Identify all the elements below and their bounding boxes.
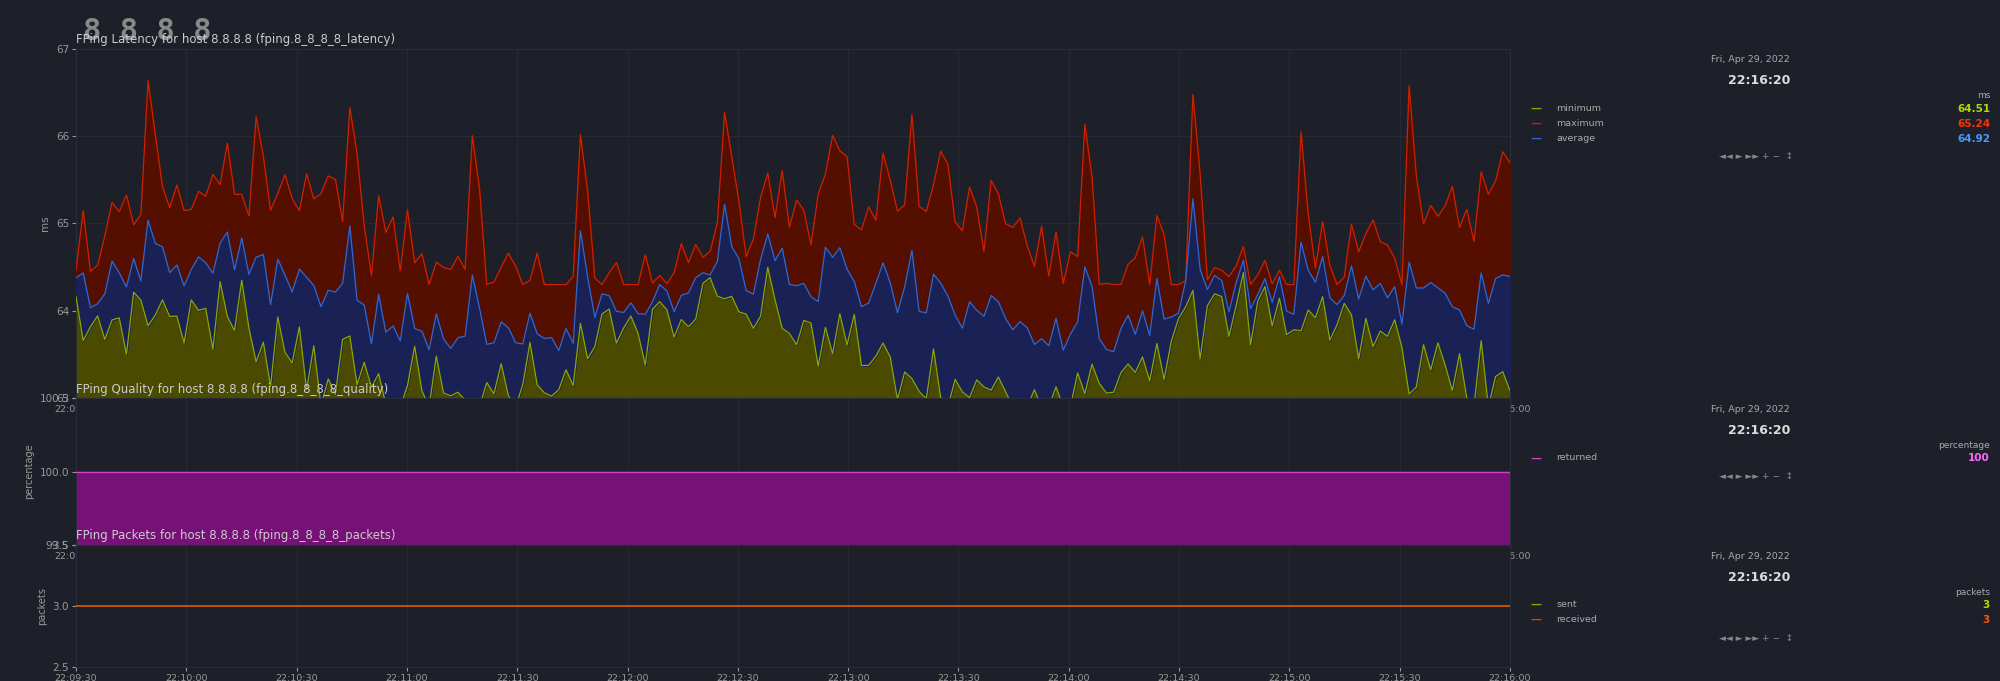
Text: returned: returned <box>1556 454 1598 462</box>
Y-axis label: packets: packets <box>36 587 46 625</box>
Text: maximum: maximum <box>1556 118 1604 128</box>
Text: minimum: minimum <box>1556 104 1600 113</box>
Text: 3: 3 <box>1982 600 1990 610</box>
Text: ◄◄ ► ►► + −  ↕: ◄◄ ► ►► + − ↕ <box>1718 152 1794 161</box>
Text: FPing Latency for host 8.8.8.8 (fping.8_8_8_8_latency): FPing Latency for host 8.8.8.8 (fping.8_… <box>76 33 396 46</box>
Text: —: — <box>1530 133 1542 144</box>
Text: sent: sent <box>1556 600 1576 609</box>
Text: FPing Quality for host 8.8.8.8 (fping.8_8_8_8_quality): FPing Quality for host 8.8.8.8 (fping.8_… <box>76 383 388 396</box>
Text: received: received <box>1556 615 1596 624</box>
Text: Fri, Apr 29, 2022: Fri, Apr 29, 2022 <box>1712 552 1790 561</box>
Text: 3: 3 <box>1982 615 1990 625</box>
Text: ◄◄ ► ►► + −  ↕: ◄◄ ► ►► + − ↕ <box>1718 633 1794 643</box>
Text: —: — <box>1530 454 1542 463</box>
Text: percentage: percentage <box>1938 441 1990 450</box>
Text: ms: ms <box>1976 91 1990 101</box>
Text: 22:16:20: 22:16:20 <box>1728 424 1790 437</box>
Text: ◄◄ ► ►► + −  ↕: ◄◄ ► ►► + − ↕ <box>1718 472 1794 481</box>
Text: 22:16:20: 22:16:20 <box>1728 74 1790 87</box>
Text: —: — <box>1530 104 1542 114</box>
Text: Fri, Apr 29, 2022: Fri, Apr 29, 2022 <box>1712 55 1790 65</box>
Text: packets: packets <box>1956 588 1990 597</box>
Text: FPing Packets for host 8.8.8.8 (fping.8_8_8_8_packets): FPing Packets for host 8.8.8.8 (fping.8_… <box>76 529 396 543</box>
Y-axis label: percentage: percentage <box>24 444 34 499</box>
Text: 100: 100 <box>1968 454 1990 463</box>
Text: —: — <box>1530 600 1542 610</box>
Text: —: — <box>1530 118 1542 129</box>
Text: Fri, Apr 29, 2022: Fri, Apr 29, 2022 <box>1712 405 1790 414</box>
Text: 64.92: 64.92 <box>1956 133 1990 144</box>
Text: —: — <box>1530 615 1542 625</box>
Text: average: average <box>1556 133 1596 143</box>
Text: 22:16:20: 22:16:20 <box>1728 571 1790 584</box>
Text: 8 8 8 8: 8 8 8 8 <box>84 16 212 46</box>
Text: 64.51: 64.51 <box>1956 104 1990 114</box>
Y-axis label: ms: ms <box>40 216 50 231</box>
Text: 65.24: 65.24 <box>1956 118 1990 129</box>
